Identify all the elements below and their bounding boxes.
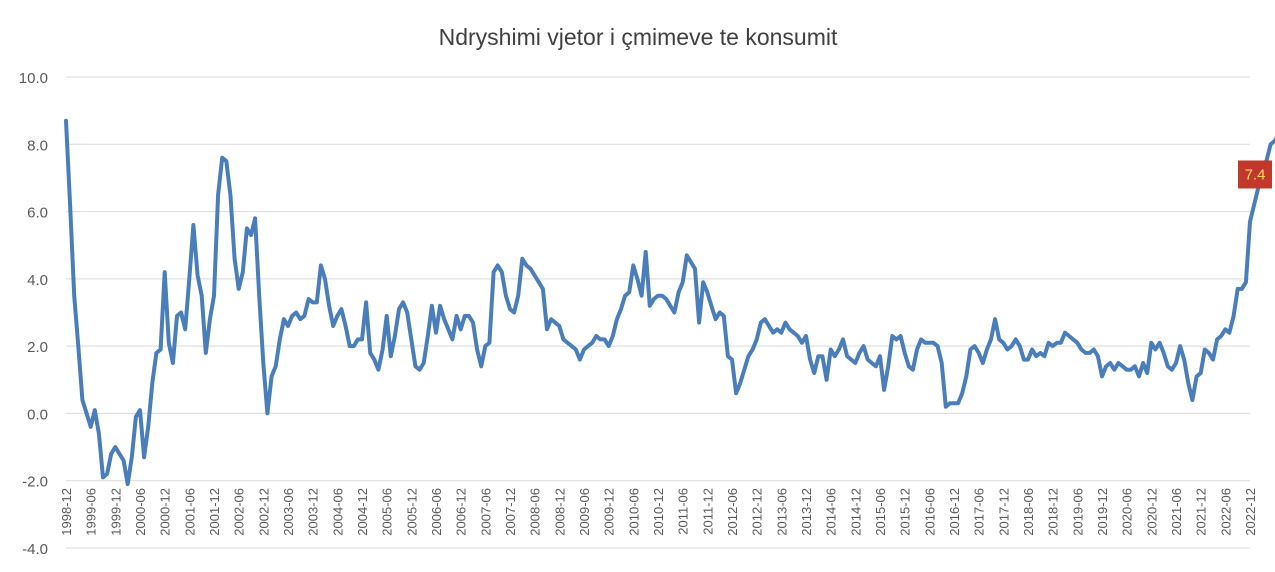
x-tick-label: 2001-12: [207, 488, 222, 536]
x-tick-label: 2011-12: [700, 488, 715, 535]
x-tick-label: 2005-06: [380, 488, 395, 536]
x-tick-label: 2018-12: [1046, 488, 1061, 536]
x-tick-label: 2005-12: [404, 488, 419, 536]
x-tick-label: 2012-12: [750, 488, 765, 536]
y-tick-label: 8.0: [27, 137, 48, 154]
x-tick-label: 2014-06: [824, 488, 839, 536]
x-tick-label: 1999-06: [84, 488, 99, 536]
y-tick-label: 2.0: [27, 339, 48, 356]
x-tick-label: 2009-12: [602, 488, 617, 536]
x-axis-tick-labels: 1998-12 1999-06 1999-12 2000-06 2000-12 2001-…: [59, 488, 1258, 536]
x-tick-label: 2019-06: [1070, 488, 1085, 536]
gridlines: [66, 76, 1250, 549]
x-tick-label: 2011-06: [676, 488, 691, 535]
x-tick-label: 2015-06: [873, 488, 888, 536]
x-tick-label: 2003-06: [281, 488, 296, 536]
x-tick-label: 2004-06: [330, 488, 345, 536]
x-tick-label: 2006-12: [454, 488, 469, 536]
x-tick-label: 2010-06: [626, 488, 641, 536]
x-tick-label: 2013-06: [774, 488, 789, 536]
x-tick-label: 2015-12: [898, 488, 913, 536]
x-tick-label: 2002-12: [256, 488, 271, 536]
x-tick-label: 2017-06: [972, 488, 987, 536]
y-tick-label: 4.0: [27, 272, 48, 289]
x-tick-label: 2021-12: [1194, 488, 1209, 536]
x-tick-label: 2006-06: [429, 488, 444, 536]
x-tick-label: 2008-06: [528, 488, 543, 536]
x-tick-label: 2022-06: [1218, 488, 1233, 536]
x-tick-label: 2022-12: [1243, 488, 1258, 536]
x-tick-label: 2020-12: [1144, 488, 1159, 536]
x-tick-label: 2001-06: [182, 488, 197, 536]
data-label-background: [1238, 160, 1272, 189]
x-tick-label: 2016-12: [947, 488, 962, 536]
x-tick-label: 2003-12: [306, 488, 321, 536]
x-tick-label: 2017-12: [996, 488, 1011, 536]
x-tick-label: 2019-12: [1095, 488, 1110, 536]
x-tick-label: 2007-12: [503, 488, 518, 536]
x-tick-label: 1999-12: [108, 488, 123, 536]
y-tick-label: 0.0: [27, 406, 48, 423]
y-tick-label: -2.0: [22, 474, 48, 491]
x-tick-label: 2013-12: [799, 488, 814, 536]
x-tick-label: 2008-12: [552, 488, 567, 536]
x-tick-label: 2012-06: [725, 488, 740, 536]
x-tick-label: 2007-06: [478, 488, 493, 536]
x-tick-label: 2002-06: [232, 488, 247, 536]
x-tick-label: 2009-06: [577, 488, 592, 536]
y-tick-label: 10.0: [19, 70, 48, 87]
x-tick-label: 2014-12: [848, 488, 863, 536]
y-tick-label: 6.0: [27, 205, 48, 222]
y-tick-label: -4.0: [22, 541, 48, 558]
y-axis-tick-labels: -4.0 -2.0 0.0 2.0 4.0 6.0 8.0 10.0: [19, 70, 48, 558]
x-tick-label: 2016-06: [922, 488, 937, 536]
x-tick-label: 2010-12: [651, 488, 666, 536]
chart-title: Ndryshimi vjetor i çmimeve te konsumit: [439, 24, 838, 50]
x-tick-label: 2021-06: [1169, 488, 1184, 536]
x-tick-label: 2000-12: [158, 488, 173, 536]
x-tick-label: 2020-06: [1120, 488, 1135, 536]
series-line: [64, 118, 1275, 487]
x-tick-label: 1998-12: [59, 488, 74, 536]
data-label-text: 7.4: [1245, 166, 1266, 183]
x-tick-label: 2000-06: [133, 488, 148, 536]
data-label: 7.4: [1238, 160, 1272, 189]
x-tick-label: 2018-06: [1021, 488, 1036, 536]
x-tick-label: 2004-12: [355, 488, 370, 536]
